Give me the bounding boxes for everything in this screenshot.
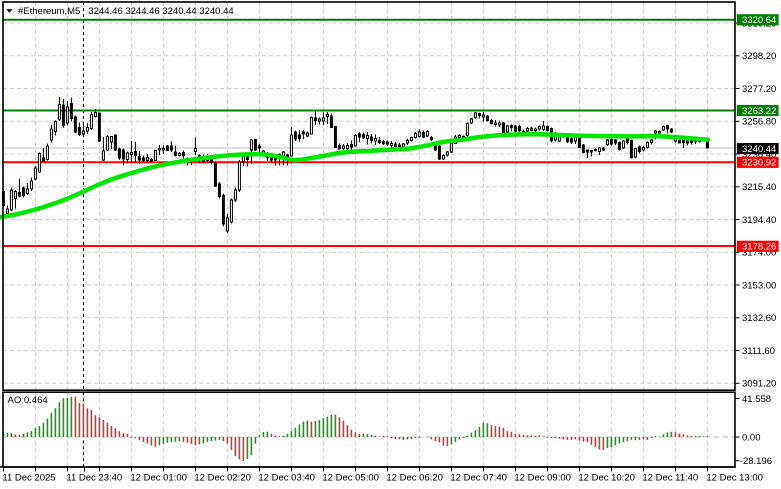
svg-text:3240.44: 3240.44 [742, 144, 776, 155]
svg-text:3174.00: 3174.00 [742, 248, 776, 259]
svg-text:12 Dec 01:00: 12 Dec 01:00 [130, 473, 187, 484]
svg-text:3298.20: 3298.20 [742, 51, 776, 62]
svg-text:12 Dec 07:40: 12 Dec 07:40 [450, 473, 507, 484]
svg-text:3153.00: 3153.00 [742, 280, 776, 291]
svg-text:3132.60: 3132.60 [742, 313, 776, 324]
svg-text:-28.196: -28.196 [740, 456, 772, 467]
svg-text:3230.92: 3230.92 [742, 158, 776, 169]
svg-text:#Ethereum,M5: #Ethereum,M5 [18, 6, 80, 17]
svg-text:3215.40: 3215.40 [742, 182, 776, 193]
svg-text:0.00: 0.00 [742, 432, 761, 443]
svg-text:3236.40: 3236.40 [742, 149, 776, 160]
svg-text:11 Dec 2025: 11 Dec 2025 [2, 473, 55, 484]
svg-text:3277.20: 3277.20 [742, 84, 776, 95]
svg-text:3244.46 3244.46 3240.44 3240.4: 3244.46 3244.46 3240.44 3240.44 [88, 6, 233, 17]
svg-text:3178.26: 3178.26 [742, 242, 776, 253]
svg-text:3194.40: 3194.40 [742, 215, 776, 226]
svg-text:11 Dec 23:40: 11 Dec 23:40 [66, 473, 122, 484]
svg-text:3263.22: 3263.22 [742, 106, 776, 117]
svg-text:12 Dec 02:20: 12 Dec 02:20 [194, 473, 251, 484]
svg-text:12 Dec 10:20: 12 Dec 10:20 [578, 473, 635, 484]
svg-text:12 Dec 09:00: 12 Dec 09:00 [514, 473, 571, 484]
svg-text:12 Dec 11:40: 12 Dec 11:40 [642, 473, 698, 484]
svg-text:12 Dec 05:00: 12 Dec 05:00 [322, 473, 379, 484]
svg-text:12 Dec 03:40: 12 Dec 03:40 [258, 473, 315, 484]
svg-text:12 Dec 13:00: 12 Dec 13:00 [706, 473, 763, 484]
svg-text:3111.60: 3111.60 [742, 346, 775, 357]
svg-text:3256.80: 3256.80 [742, 117, 776, 128]
svg-text:3320.64: 3320.64 [742, 15, 776, 26]
svg-text:3091.20: 3091.20 [742, 379, 776, 390]
svg-text:41.558: 41.558 [742, 394, 771, 405]
svg-text:12 Dec 06:20: 12 Dec 06:20 [386, 473, 443, 484]
svg-text:AO 0.464: AO 0.464 [8, 395, 48, 406]
